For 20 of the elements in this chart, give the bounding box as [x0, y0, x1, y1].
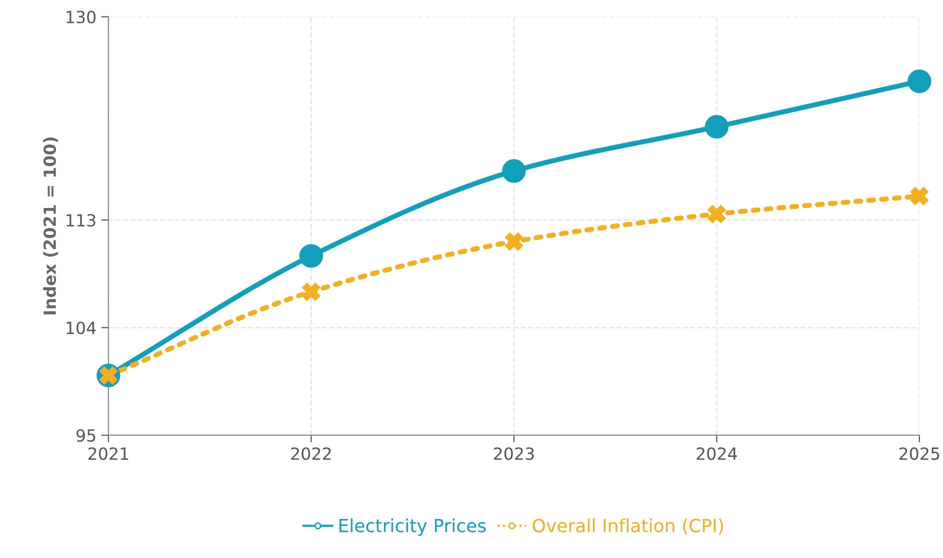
x-tick-label: 2022	[291, 447, 331, 460]
point	[502, 159, 526, 183]
point	[299, 244, 323, 268]
point	[302, 282, 320, 301]
y-tick-label: 130	[66, 10, 96, 24]
legend-label: Electricity Prices	[339, 518, 486, 536]
y-axis-title: Index (2021 = 100)	[43, 138, 58, 314]
x-tick-label: 2024	[696, 447, 737, 460]
point	[708, 205, 726, 224]
point	[908, 70, 932, 94]
x-tick-label: 2021	[88, 447, 128, 460]
point	[704, 114, 728, 139]
point	[504, 232, 523, 251]
x-tick-label: 2025	[899, 447, 940, 460]
x-tick-label: 2023	[494, 447, 534, 460]
legend-label: Overall Inflation (CPI)	[532, 518, 723, 535]
y-tick-label: 113	[66, 214, 96, 227]
y-tick-label: 95	[76, 429, 96, 442]
y-tick-label: 104	[66, 322, 96, 334]
point	[910, 187, 928, 206]
